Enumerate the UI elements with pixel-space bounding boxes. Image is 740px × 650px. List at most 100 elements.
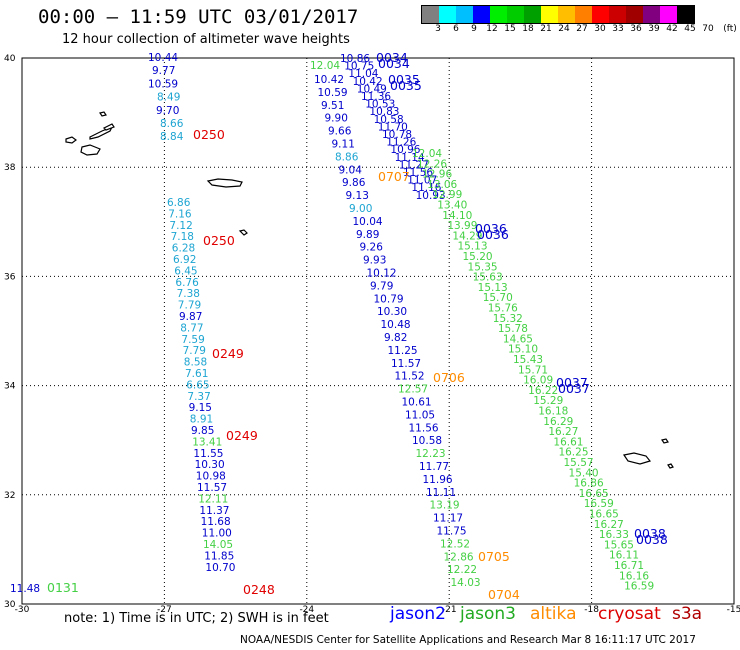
swh-value: 10.86	[340, 53, 370, 65]
scale-label: 12	[486, 24, 498, 34]
swh-value: 9.82	[384, 332, 407, 344]
pass-time-label: 0250	[193, 127, 225, 142]
swh-value: 9.90	[325, 113, 348, 125]
swh-value: 9.11	[332, 139, 355, 151]
swh-value: 15.10	[508, 344, 538, 356]
swh-value: 9.86	[342, 177, 366, 189]
swh-value: 12.04	[310, 60, 340, 72]
swh-value: 10.93	[416, 190, 446, 202]
swh-value: 9.66	[328, 126, 352, 138]
swh-value: 10.12	[367, 268, 397, 280]
pass-time-labels: 0250 0250 0249 0249 0248 0131 0707 0706 0705 0704…	[47, 50, 668, 602]
swh-value: 11.56	[409, 422, 439, 434]
pass-time-label: 0131	[47, 580, 79, 595]
swh-value: 14.05	[203, 539, 233, 551]
scale-swatch	[660, 6, 677, 23]
swh-value: 14.10	[442, 210, 472, 222]
swh-value: 9.85	[191, 425, 214, 437]
swh-value: 10.30	[195, 459, 225, 471]
island-outline	[661, 438, 669, 444]
map-title: 00:00 – 11:59 UTC 03/01/2017	[38, 6, 359, 28]
swh-value: 15.35	[468, 261, 498, 273]
island-outline	[102, 123, 115, 131]
swh-value: 7.79	[183, 345, 206, 357]
swh-value: 8.86	[335, 151, 359, 163]
scale-swatch	[609, 6, 626, 23]
island-outline	[238, 229, 248, 236]
swh-value: 15.29	[533, 395, 563, 407]
scale-swatch	[677, 6, 694, 23]
scale-label: (ft)	[723, 24, 737, 34]
swh-value: 16.22	[528, 385, 558, 397]
swh-value: 6.28	[172, 243, 195, 255]
swh-value: 10.78	[382, 129, 412, 141]
swh-value: 15.65	[604, 539, 634, 551]
latitude-label: 32	[4, 491, 15, 501]
swh-value: 11.26	[386, 137, 416, 149]
swh-value: 7.12	[169, 220, 192, 232]
swh-value: 10.83	[369, 106, 399, 118]
longitude-label: -21	[442, 605, 457, 615]
swh-value: 8.49	[157, 92, 180, 104]
pass-time-label: 0249	[226, 428, 258, 443]
map-subtitle: 12 hour collection of altimeter wave hei…	[62, 32, 350, 47]
scale-swatch	[507, 6, 524, 23]
longitude-label: -15	[727, 605, 740, 615]
scale-label: 36	[630, 24, 642, 34]
swh-value: 14.29	[452, 230, 482, 242]
swh-value: 11.55	[193, 448, 223, 460]
swh-value: 9.79	[370, 280, 393, 292]
swh-value: 15.32	[493, 313, 523, 325]
swh-value: 15.70	[483, 292, 513, 304]
swh-value: 10.70	[205, 562, 235, 574]
swh-value: 10.44	[148, 52, 178, 64]
swh-value: 11.52	[395, 371, 425, 383]
swh-value: 9.77	[152, 65, 175, 77]
swh-value: 6.45	[174, 265, 197, 277]
scale-swatch	[422, 6, 439, 23]
swh-value: 8.91	[190, 414, 213, 426]
swh-value: 6.76	[175, 277, 199, 289]
swh-value: 15.20	[463, 251, 493, 263]
scale-swatch	[643, 6, 660, 23]
swh-value: 15.13	[457, 241, 487, 253]
pass-time-label: 0036	[475, 221, 507, 236]
swh-value: 12.04	[412, 148, 442, 160]
swh-value: 7.61	[185, 368, 208, 380]
latitude-label: 30	[4, 600, 16, 610]
island-outline	[623, 452, 652, 465]
pass-time-label: 0248	[243, 582, 275, 597]
swh-value: 15.13	[478, 282, 508, 294]
pass-time-label: 0035	[390, 78, 422, 93]
swh-value: 9.89	[356, 229, 379, 241]
pass-time-label: 0037	[558, 381, 590, 396]
swh-value: 14.03	[451, 577, 481, 589]
scale-swatch	[490, 6, 507, 23]
swh-value: 13.99	[447, 220, 477, 232]
swh-value: 7.79	[178, 300, 201, 312]
longitude-label: -27	[157, 605, 172, 615]
pass-time-label: 0250	[203, 233, 235, 248]
swh-value: 16.09	[523, 375, 553, 387]
pass-time-label: 0704	[488, 587, 520, 602]
swh-value: 12.26	[417, 158, 447, 170]
islands	[65, 111, 674, 469]
swh-value: 15.57	[564, 457, 594, 469]
swh-value: 6.65	[186, 379, 209, 391]
island-outline	[99, 111, 107, 117]
swh-value: 7.18	[171, 231, 194, 243]
swh-value: 12.11	[198, 493, 228, 505]
scale-label: 27	[576, 24, 588, 34]
footnote: note: 1) Time is in UTC; 2) SWH is in fe…	[64, 611, 329, 626]
swh-value: 9.00	[349, 203, 372, 215]
swh-value: 13.41	[192, 436, 222, 448]
scale-label: 39	[648, 24, 660, 34]
map-frame	[21, 57, 735, 605]
swh-value: 10.30	[377, 306, 407, 318]
scale-swatch	[456, 6, 473, 23]
swh-value: 16.65	[589, 509, 619, 521]
swh-value: 16.86	[574, 478, 604, 490]
swh-value: 11.68	[201, 516, 231, 528]
pass-time-label: 0705	[478, 549, 510, 564]
